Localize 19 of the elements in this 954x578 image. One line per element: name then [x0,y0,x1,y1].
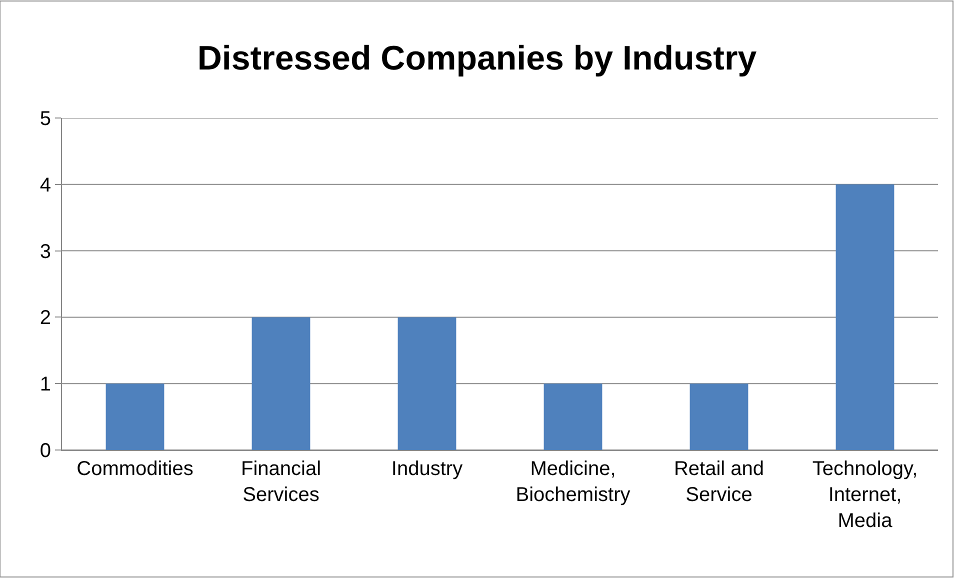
x-tick-label: Commodities [76,458,194,480]
bar [252,317,310,450]
y-tick-label: 2 [40,307,51,330]
x-tick-label: Financial Services [240,458,322,506]
bar [836,184,894,450]
chart-title: Distressed Companies by Industry [197,40,757,78]
bar [690,384,748,450]
bar [398,317,456,450]
x-tick-label: Technology, Internet, Media [812,458,918,532]
x-tick-label: Retail and Service [674,458,764,506]
y-tick-label: 1 [40,374,51,396]
y-tick-label: 5 [40,108,51,130]
y-tick-label: 0 [40,440,51,462]
bar [544,384,602,450]
x-tick-label: Medicine, Biochemistry [516,458,630,506]
y-tick-label: 4 [40,174,51,196]
bar [106,384,164,450]
y-tick-label: 3 [40,240,51,263]
x-tick-label: Industry [391,458,463,480]
